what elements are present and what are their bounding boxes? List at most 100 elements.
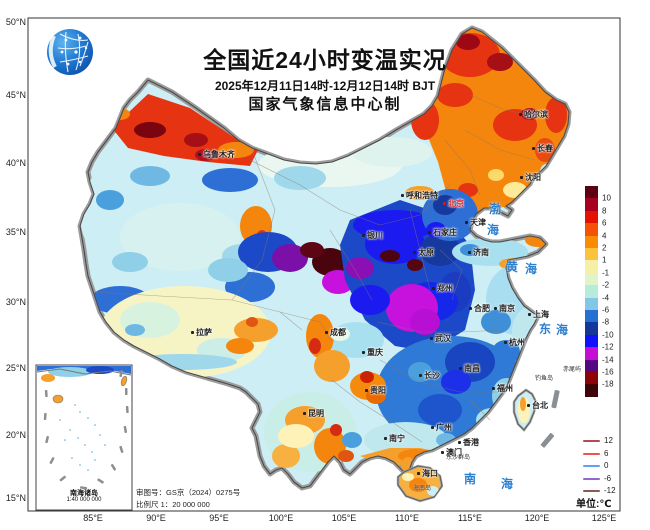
colorbar-tick-label: -10 (602, 330, 614, 340)
city-label: 天津 (465, 218, 486, 227)
colorbar-tick-label: -14 (602, 355, 614, 365)
colorbar-swatch (585, 297, 598, 310)
map-scale: 比例尺 1：20 000 000 (136, 500, 210, 509)
city-label: 呼和浩特 (401, 191, 438, 200)
city-label: 长春 (532, 144, 553, 153)
lat-label: 40°N (5, 158, 26, 168)
city-label: 南宁 (384, 434, 405, 443)
sea-label: 海 (487, 223, 500, 237)
city-label: 郑州 (432, 284, 453, 293)
colorbar-tick-label: -8 (602, 317, 610, 327)
colorbar-tick-label: -4 (602, 293, 610, 303)
map-frame (27, 17, 621, 512)
city-label: 杭州 (504, 338, 525, 347)
city-label: 南京 (494, 304, 515, 313)
title-block: 全国近24小时变温实况 2025年12月11日14时-12月12日14时 BJT… (160, 46, 490, 115)
colorbar-tick-label: -6 (602, 305, 610, 315)
city-label: 上海 (528, 310, 549, 319)
city-label: 拉萨 (191, 328, 212, 337)
colorbar-swatch (585, 347, 598, 360)
isoline-label: -6 (604, 473, 612, 483)
colorbar-swatch (585, 384, 598, 397)
colorbar-tick-label: -18 (602, 379, 614, 389)
map-approval-number: 审图号：GS京（2024）0275号 (136, 488, 241, 497)
city-label: 武汉 (430, 334, 451, 343)
city-label: 广州 (431, 423, 452, 432)
city-label: 福州 (492, 384, 513, 393)
city-label: 重庆 (362, 348, 383, 357)
island-label: 赤尾屿 (563, 367, 582, 373)
colorbar-tick-label: 4 (602, 231, 607, 241)
city-label: 银川 (362, 231, 383, 240)
island-label: 海南岛 (413, 486, 432, 492)
nmic-logo-icon (47, 29, 93, 75)
city-label: 香港 (458, 438, 479, 447)
isoline-sample (583, 440, 600, 442)
colorbar-swatch (585, 210, 598, 224)
island-label: 东沙群岛 (446, 455, 471, 461)
lon-label: 100°E (268, 513, 294, 523)
colorbar-tick-label: -16 (602, 367, 614, 377)
sea-label: 海 (501, 477, 514, 491)
colorbar-swatch (585, 198, 598, 211)
nine-dash-bar (551, 389, 560, 409)
isoline-sample (583, 490, 600, 492)
colorbar-swatch (585, 372, 598, 385)
city-label: 济南 (468, 248, 489, 257)
isoline-legend-row: -12 (583, 485, 628, 497)
colorbar-tick-label: 10 (602, 193, 611, 203)
inset-islets (59, 404, 106, 471)
nine-dash-bar (540, 432, 555, 448)
unit-label: 单位:℃ (576, 499, 612, 510)
sea-label: 渤 (489, 202, 502, 216)
inset-map (35, 364, 133, 511)
sea-label: 海 (525, 262, 538, 276)
colorbar-swatch (585, 359, 598, 372)
isoline-label: 12 (604, 436, 613, 445)
isoline-label: 0 (604, 461, 609, 470)
lat-label: 25°N (5, 363, 26, 373)
colorbar-tick-label: 2 (602, 243, 607, 253)
inset-title: 南海诸岛 (70, 490, 98, 497)
city-label: 北京 (443, 199, 464, 208)
page-title: 全国近24小时变温实况 (203, 47, 447, 73)
city-label: 乌鲁木齐 (198, 150, 235, 159)
colorbar-tick-label: -1 (602, 268, 610, 278)
isoline-legend-row: 0 (583, 460, 628, 472)
isoline-legend-row: 6 (583, 448, 628, 460)
city-label: 沈阳 (520, 173, 541, 182)
colorbar-tick-label: -2 (602, 280, 610, 290)
sea-label: 南 (464, 472, 477, 486)
city-label: 贵阳 (365, 386, 386, 395)
colorbar-swatch (585, 334, 598, 348)
city-label: 台北 (527, 401, 548, 410)
isoline-legend-row: 12 (583, 435, 628, 447)
lon-label: 125°E (591, 513, 617, 523)
city-label: 哈尔滨 (519, 110, 548, 119)
colorbar-tick-label: 6 (602, 218, 607, 228)
colorbar-tick-label: 1 (602, 255, 607, 265)
colorbar-swatch (585, 310, 598, 323)
island-label: 钓鱼岛 (535, 376, 554, 382)
colorbar-swatch (585, 235, 598, 248)
sea-label: 东 (539, 322, 552, 336)
city-label: 石家庄 (428, 228, 457, 237)
city-label: 昆明 (303, 409, 324, 418)
legend-colorbar: 10 8 6 4 2 1 -1 -2 -4 -6 -8 -10 -12 -14 -16 -18 (585, 186, 625, 398)
isoline-label: 6 (604, 448, 609, 458)
lon-label: 110°E (395, 513, 419, 523)
lat-label: 30°N (5, 297, 26, 307)
lat-label: 50°N (5, 17, 26, 27)
lon-label: 115°E (458, 513, 482, 523)
lat-label: 15°N (5, 493, 26, 503)
colorbar-swatch (585, 285, 598, 298)
city-label: 太原 (413, 248, 434, 257)
taiwan-island (512, 388, 538, 432)
lon-label: 90°E (146, 513, 166, 523)
isoline-label: -12 (604, 486, 616, 495)
inset-scale: 1:40 000 000 (66, 497, 102, 503)
isoline-sample (583, 452, 600, 455)
city-label: 南昌 (459, 364, 480, 373)
